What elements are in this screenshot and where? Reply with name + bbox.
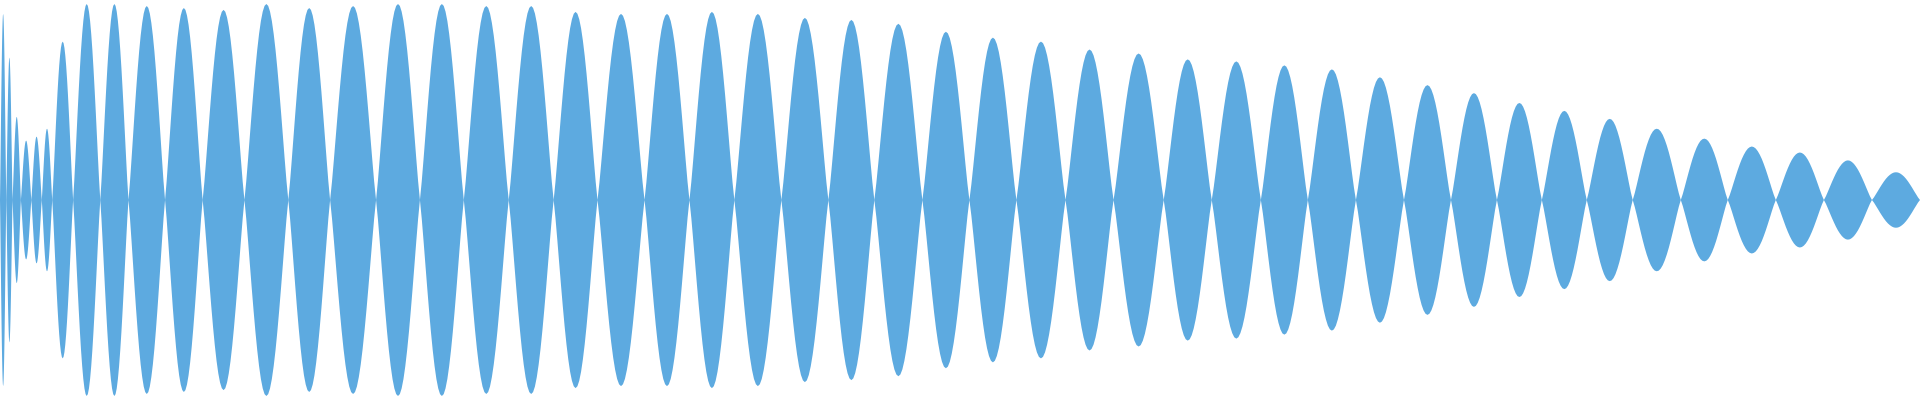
waveform-lobe <box>12 116 21 284</box>
waveform-lobe <box>1632 128 1681 272</box>
waveform-lobe <box>288 7 331 393</box>
waveform-lobe <box>1775 152 1824 248</box>
waveform-lobe <box>6 57 13 343</box>
waveform-lobe <box>0 13 7 387</box>
waveform-lobe <box>597 13 645 387</box>
waveform-lobe <box>52 41 74 359</box>
waveform-lobe <box>1260 65 1308 335</box>
waveform-lobe <box>1586 118 1633 282</box>
waveform-lobe <box>1541 110 1587 290</box>
waveform-lobe <box>1065 49 1114 351</box>
waveform-lobe <box>1871 172 1920 228</box>
waveform-lobe <box>41 128 53 272</box>
waveform-lobe <box>128 5 166 395</box>
waveform-lobe <box>1016 41 1066 359</box>
waveform-lobe <box>644 13 690 387</box>
waveform-lobe <box>165 7 203 393</box>
waveform-lobe <box>1403 85 1451 315</box>
waveform-lobe <box>73 3 101 397</box>
waveform-lobe <box>781 17 829 383</box>
waveform-lobe <box>874 23 923 377</box>
waveform-lobe <box>202 9 245 391</box>
waveform-lobe <box>1496 102 1542 298</box>
waveform-lobe <box>330 5 377 395</box>
waveform-lobe <box>508 5 554 395</box>
waveform-lobe <box>828 19 875 381</box>
waveform-lobe <box>1680 138 1728 262</box>
waveform-lobe <box>463 5 509 395</box>
waveform-lobe <box>244 3 289 397</box>
waveform-lobe <box>969 37 1017 363</box>
waveform-lobe <box>100 3 129 397</box>
waveform-lobe <box>1211 61 1261 339</box>
waveform-lobe <box>1355 77 1404 323</box>
waveform-lobe <box>20 140 32 260</box>
waveform-lobe <box>553 11 598 389</box>
waveform-lobe <box>689 11 735 389</box>
waveform-lobe <box>1450 93 1497 307</box>
waveform-lobe <box>734 13 782 387</box>
waveform-lobe <box>1823 160 1872 240</box>
waveform-lobe <box>31 136 42 264</box>
waveform-lobe <box>1727 146 1776 254</box>
waveform-lobe <box>1113 53 1164 347</box>
waveform-lobe <box>376 3 420 397</box>
waveform-lobe <box>922 31 970 369</box>
waveform-lobe <box>419 3 464 397</box>
waveform-lobe <box>1163 59 1212 341</box>
waveform-lobe <box>1307 69 1356 331</box>
